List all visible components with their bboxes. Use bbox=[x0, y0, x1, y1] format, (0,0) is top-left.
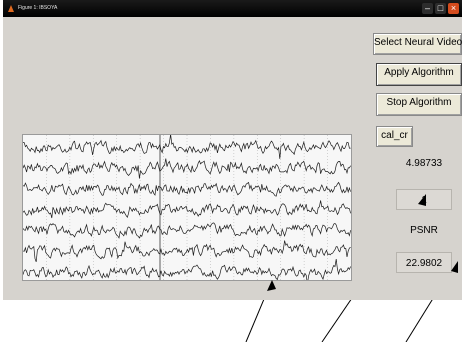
arrow-to-psnr bbox=[405, 262, 456, 343]
signal-trace bbox=[22, 222, 351, 239]
window-title: Figure 1: IBSOYA bbox=[18, 5, 58, 11]
apply-algorithm-button[interactable]: Apply Algorithm bbox=[376, 63, 462, 86]
psnr-value-field[interactable]: 22.9802 bbox=[396, 252, 452, 273]
signal-trace bbox=[22, 200, 351, 219]
frame-index-field[interactable]: 1 bbox=[396, 189, 452, 210]
arrow-to-plot bbox=[245, 279, 273, 343]
maximize-icon[interactable]: □ bbox=[435, 3, 446, 14]
psnr-label: PSNR bbox=[410, 225, 438, 236]
eeg-traces bbox=[22, 134, 351, 284]
signal-trace bbox=[22, 181, 351, 197]
figure-window: Figure 1: IBSOYA – □ × Select Neural Vid… bbox=[3, 0, 462, 342]
annotation-area bbox=[0, 193, 462, 343]
select-neural-video-button[interactable]: Select Neural Video bbox=[373, 33, 462, 55]
signal-trace bbox=[22, 240, 351, 263]
cal-cr-button[interactable]: cal_cr bbox=[376, 126, 413, 147]
neural-signal-plot bbox=[22, 134, 352, 284]
cr-value-text: 4.98733 bbox=[405, 158, 443, 169]
matlab-figure-icon bbox=[8, 5, 14, 12]
signal-trace bbox=[22, 259, 351, 284]
signal-trace bbox=[22, 158, 351, 179]
annotation-arrows bbox=[245, 193, 456, 343]
minimize-icon[interactable]: – bbox=[422, 3, 433, 14]
title-bar[interactable]: Figure 1: IBSOYA – □ × bbox=[3, 0, 462, 17]
close-icon[interactable]: × bbox=[448, 3, 459, 14]
arrow-to-index bbox=[321, 193, 424, 343]
signal-trace bbox=[22, 134, 351, 159]
stop-algorithm-button[interactable]: Stop Algorithm bbox=[376, 93, 462, 116]
